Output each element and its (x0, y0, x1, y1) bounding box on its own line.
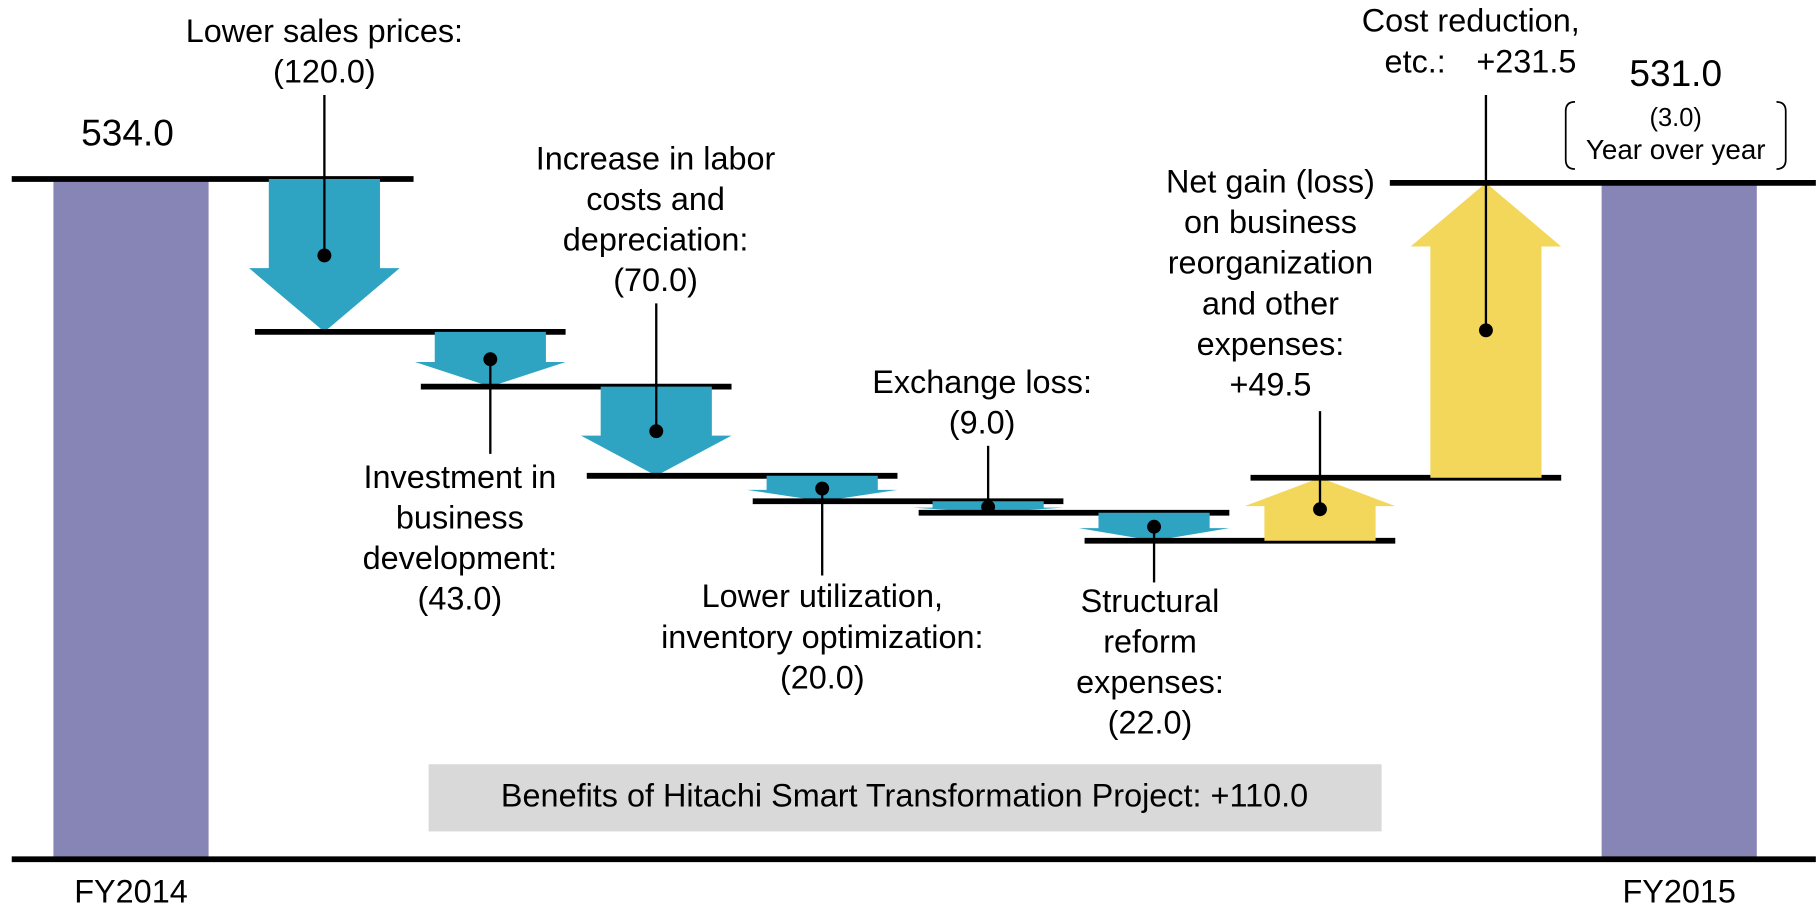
step-value-label: (120.0) (273, 54, 376, 90)
leader-dot (815, 481, 830, 496)
step-value-label: (20.0) (780, 659, 865, 695)
step-label: depreciation: (563, 222, 749, 258)
bracket (1564, 101, 1787, 170)
step-label: costs and (586, 181, 725, 217)
step-value-label: (70.0) (613, 262, 698, 298)
step-label: Lower sales prices: (186, 13, 463, 49)
annotation: Benefits of Hitachi Smart Transformation… (501, 777, 1308, 813)
step-label: business (396, 499, 524, 535)
end-bar (1601, 182, 1757, 860)
start-value-label: 534.0 (81, 111, 174, 153)
x-label: FY2014 (74, 874, 188, 909)
step-label: etc.: (1385, 43, 1446, 79)
leader-dot (1147, 519, 1162, 534)
step-label: Cost reduction, (1362, 3, 1580, 39)
step-label: Structural (1081, 583, 1220, 619)
leader-dot (649, 424, 664, 439)
step-value-label: +231.5 (1476, 43, 1576, 79)
x-label: FY2015 (1622, 874, 1736, 909)
leader-dot (317, 248, 332, 263)
leader-dot (483, 352, 498, 367)
step-label: expenses: (1076, 664, 1224, 700)
step-value-label: (43.0) (418, 581, 503, 617)
end-change-label: (3.0) (1650, 104, 1702, 132)
step-label: Increase in labor (536, 141, 776, 177)
leader-dot (1313, 502, 1327, 517)
end-change-note: Year over year (1586, 134, 1766, 165)
step-label: expenses: (1197, 326, 1345, 362)
step-label: reorganization (1168, 245, 1373, 281)
step-value-label: +49.5 (1229, 366, 1311, 402)
step-label: Investment in (364, 459, 557, 495)
step-value-label: (22.0) (1108, 704, 1193, 740)
step-label: reform (1103, 623, 1197, 659)
step-label: inventory optimization: (661, 619, 983, 655)
step-label: Net gain (loss) (1166, 164, 1375, 200)
step-label: Lower utilization, (702, 578, 943, 614)
end-value-label: 531.0 (1629, 52, 1722, 94)
step-label: and other (1202, 285, 1339, 321)
start-bar (53, 179, 209, 860)
annotation-box (428, 764, 1382, 832)
leader-dot (981, 500, 996, 514)
step-label: on business (1184, 204, 1357, 240)
step-label: development: (363, 540, 558, 576)
step-label: Exchange loss: (872, 364, 1092, 400)
step-value-label: (9.0) (949, 405, 1016, 441)
leader-dot (1478, 323, 1493, 338)
